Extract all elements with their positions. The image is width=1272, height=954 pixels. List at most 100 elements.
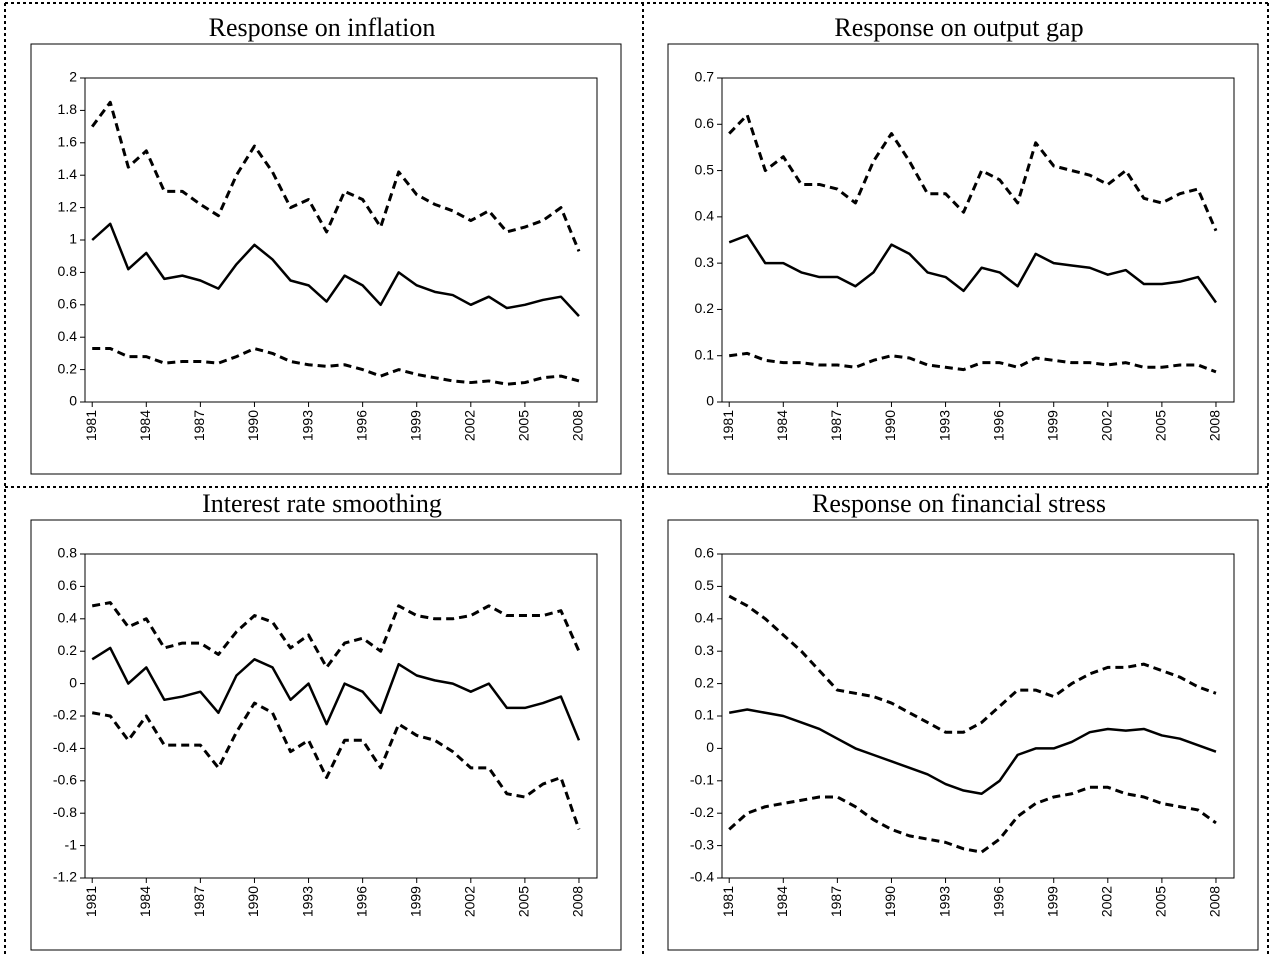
y-tick-label: -1 xyxy=(65,836,78,852)
x-tick-label: 2002 xyxy=(462,886,478,917)
line xyxy=(91,222,580,317)
x-tick-label: 1993 xyxy=(936,410,952,441)
x-tick-label: 2005 xyxy=(1153,886,1169,917)
line xyxy=(92,347,580,386)
x-tick-label: 1996 xyxy=(353,410,369,441)
x-tick-label: 1987 xyxy=(191,886,207,917)
line xyxy=(728,113,1218,232)
x-tick-label: 1999 xyxy=(407,886,423,917)
plot-area xyxy=(721,77,1235,403)
y-tick-label: -0.6 xyxy=(53,772,77,788)
y-tick-label: 0 xyxy=(706,393,714,409)
x-tick-label: 2005 xyxy=(516,410,532,441)
line xyxy=(91,646,581,741)
x-tick-label: 1981 xyxy=(720,886,736,917)
x-tick-label: 2008 xyxy=(1207,410,1223,441)
line xyxy=(91,601,581,669)
y-tick-label: 0.5 xyxy=(695,161,715,177)
x-tick-label: 1993 xyxy=(299,410,315,441)
x-tick-label: 1990 xyxy=(245,886,261,917)
y-tick-label: 0.4 xyxy=(695,208,715,224)
x-tick-label: 1987 xyxy=(828,410,844,441)
line xyxy=(91,701,581,830)
y-tick-label: 1.6 xyxy=(58,134,78,150)
y-tick-label: 0.8 xyxy=(58,545,78,561)
line xyxy=(91,100,581,252)
y-tick-label: -1.2 xyxy=(53,869,77,885)
line xyxy=(728,234,1217,304)
y-tick-label: 0.3 xyxy=(695,254,715,270)
y-tick-label: 1.4 xyxy=(58,166,78,182)
x-tick-label: 1993 xyxy=(299,886,315,917)
x-tick-label: 1987 xyxy=(828,886,844,917)
y-tick-label: 0.4 xyxy=(58,610,78,626)
line xyxy=(728,708,1217,796)
x-tick-label: 1999 xyxy=(1044,410,1060,441)
y-tick-label: 0 xyxy=(69,393,77,409)
y-tick-label: 2 xyxy=(69,69,77,85)
x-tick-label: 2008 xyxy=(570,886,586,917)
y-tick-label: 0.2 xyxy=(695,674,715,690)
chart-title: Response on financial stress xyxy=(812,489,1106,518)
y-tick-label: -0.3 xyxy=(690,836,714,852)
y-tick-label: 1.8 xyxy=(58,101,78,117)
y-tick-label: 0.7 xyxy=(695,69,715,85)
x-tick-label: 2008 xyxy=(1207,886,1223,917)
y-tick-label: 1 xyxy=(69,231,77,247)
x-tick-label: 2002 xyxy=(462,410,478,441)
x-tick-label: 2008 xyxy=(570,410,586,441)
y-tick-label: 0.6 xyxy=(695,115,715,131)
x-tick-label: 2002 xyxy=(1099,886,1115,917)
x-tick-label: 1996 xyxy=(990,886,1006,917)
chart-frame xyxy=(667,43,1259,475)
plot-area xyxy=(721,553,1235,879)
y-tick-label: 0.2 xyxy=(58,360,78,376)
x-tick-label: 1984 xyxy=(137,886,153,917)
x-tick-label: 1981 xyxy=(83,410,99,441)
chart-title: Interest rate smoothing xyxy=(202,489,442,518)
y-tick-label: 0.6 xyxy=(58,577,78,593)
x-tick-label: 1999 xyxy=(407,410,423,441)
x-tick-label: 1984 xyxy=(774,410,790,441)
y-tick-label: 0.4 xyxy=(58,328,78,344)
x-tick-label: 1984 xyxy=(774,886,790,917)
line xyxy=(728,594,1217,734)
y-tick-label: 0.3 xyxy=(695,642,715,658)
line xyxy=(728,785,1217,854)
chart-frame xyxy=(30,519,622,951)
y-tick-label: 0.1 xyxy=(695,346,715,362)
x-tick-label: 1990 xyxy=(245,410,261,441)
y-tick-label: 0.5 xyxy=(695,577,715,593)
x-tick-label: 1990 xyxy=(882,886,898,917)
line xyxy=(729,351,1217,374)
chart-frame xyxy=(30,43,622,475)
chart-frame xyxy=(667,519,1259,951)
y-tick-label: 0.6 xyxy=(58,296,78,312)
y-tick-label: -0.4 xyxy=(690,869,714,885)
x-tick-label: 2002 xyxy=(1099,410,1115,441)
x-tick-label: 2005 xyxy=(1153,410,1169,441)
y-tick-label: -0.2 xyxy=(53,707,77,723)
y-tick-label: 1.2 xyxy=(58,198,78,214)
y-tick-label: -0.8 xyxy=(53,804,77,820)
x-tick-label: 1996 xyxy=(990,410,1006,441)
x-tick-label: 1981 xyxy=(83,886,99,917)
x-tick-label: 1993 xyxy=(936,886,952,917)
plot-area xyxy=(84,553,598,879)
y-tick-label: -0.2 xyxy=(690,804,714,820)
x-tick-label: 1996 xyxy=(353,886,369,917)
y-tick-label: 0.8 xyxy=(58,263,78,279)
chart-title: Response on output gap xyxy=(834,13,1083,42)
y-tick-label: 0.1 xyxy=(695,707,715,723)
x-tick-label: 2005 xyxy=(516,886,532,917)
x-tick-label: 1984 xyxy=(137,410,153,441)
x-tick-label: 1981 xyxy=(720,410,736,441)
y-tick-label: 0.2 xyxy=(58,642,78,658)
x-tick-label: 1999 xyxy=(1044,886,1060,917)
x-tick-label: 1987 xyxy=(191,410,207,441)
y-tick-label: 0 xyxy=(69,674,77,690)
y-tick-label: 0 xyxy=(706,739,714,755)
y-tick-label: -0.1 xyxy=(690,772,714,788)
plot-area xyxy=(84,77,598,403)
